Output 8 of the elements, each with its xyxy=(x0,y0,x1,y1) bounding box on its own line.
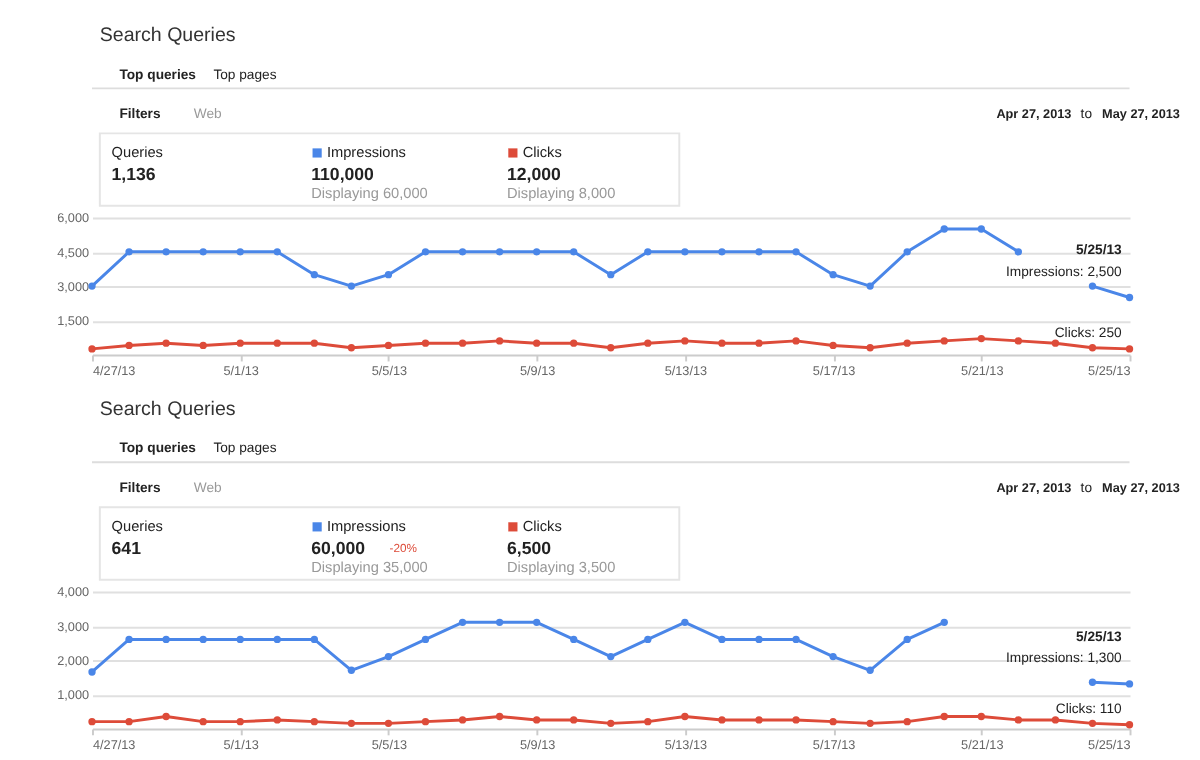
chart-title: Search Queries xyxy=(99,399,236,422)
text: 12,000 xyxy=(507,164,562,185)
text: 641 xyxy=(111,538,142,559)
text: 60,000 xyxy=(311,538,366,559)
text: 110,000 xyxy=(311,164,375,185)
text: 1,136 xyxy=(111,164,156,185)
chart-title: Search Queries xyxy=(99,25,236,48)
text: 6,500 xyxy=(507,538,552,559)
